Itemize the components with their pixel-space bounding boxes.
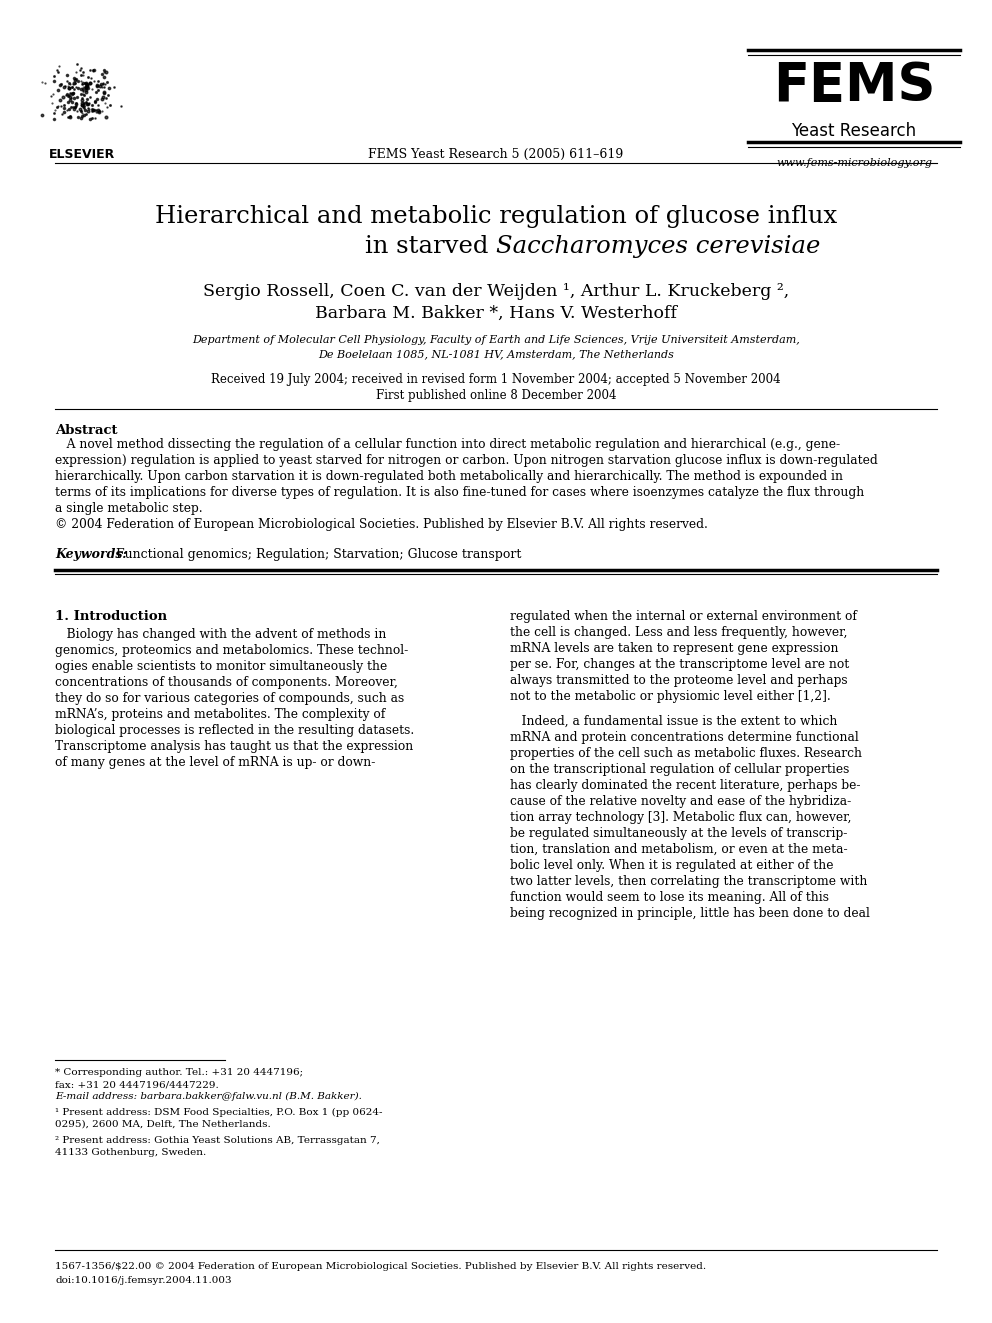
- Text: 1567-1356/$22.00 © 2004 Federation of European Microbiological Societies. Publis: 1567-1356/$22.00 © 2004 Federation of Eu…: [55, 1262, 706, 1271]
- Text: fax: +31 20 4447196/4447229.: fax: +31 20 4447196/4447229.: [55, 1080, 219, 1089]
- Text: FEMS: FEMS: [773, 60, 935, 112]
- Text: Functional genomics; Regulation; Starvation; Glucose transport: Functional genomics; Regulation; Starvat…: [112, 548, 522, 561]
- Text: ELSEVIER: ELSEVIER: [49, 148, 115, 161]
- Text: Biology has changed with the advent of methods in
genomics, proteomics and metab: Biology has changed with the advent of m…: [55, 628, 415, 769]
- Text: Yeast Research: Yeast Research: [792, 122, 917, 140]
- Text: in starved: in starved: [365, 235, 496, 258]
- Text: Barbara M. Bakker *, Hans V. Westerhoff: Barbara M. Bakker *, Hans V. Westerhoff: [315, 306, 677, 321]
- Text: E-mail address: barbara.bakker@falw.vu.nl (B.M. Bakker).: E-mail address: barbara.bakker@falw.vu.n…: [55, 1091, 362, 1101]
- Text: 1. Introduction: 1. Introduction: [55, 610, 167, 623]
- Text: Keywords:: Keywords:: [55, 548, 127, 561]
- Text: FEMS Yeast Research 5 (2005) 611–619: FEMS Yeast Research 5 (2005) 611–619: [368, 148, 624, 161]
- Text: Hierarchical and metabolic regulation of glucose influx: Hierarchical and metabolic regulation of…: [155, 205, 837, 228]
- Text: www.fems-microbiology.org: www.fems-microbiology.org: [776, 157, 932, 168]
- Text: First published online 8 December 2004: First published online 8 December 2004: [376, 389, 616, 402]
- Text: Received 19 July 2004; received in revised form 1 November 2004; accepted 5 Nove: Received 19 July 2004; received in revis…: [211, 373, 781, 386]
- Text: Sergio Rossell, Coen C. van der Weijden ¹, Arthur L. Kruckeberg ²,: Sergio Rossell, Coen C. van der Weijden …: [203, 283, 789, 300]
- Text: 41133 Gothenburg, Sweden.: 41133 Gothenburg, Sweden.: [55, 1148, 206, 1158]
- Text: A novel method dissecting the regulation of a cellular function into direct meta: A novel method dissecting the regulation…: [55, 438, 878, 531]
- Text: De Boelelaan 1085, NL-1081 HV, Amsterdam, The Netherlands: De Boelelaan 1085, NL-1081 HV, Amsterdam…: [318, 349, 674, 359]
- Text: doi:10.1016/j.femsyr.2004.11.003: doi:10.1016/j.femsyr.2004.11.003: [55, 1275, 231, 1285]
- Text: 0295), 2600 MA, Delft, The Netherlands.: 0295), 2600 MA, Delft, The Netherlands.: [55, 1121, 271, 1129]
- Text: Indeed, a fundamental issue is the extent to which
mRNA and protein concentratio: Indeed, a fundamental issue is the exten…: [510, 714, 870, 919]
- Text: ² Present address: Gothia Yeast Solutions AB, Terrassgatan 7,: ² Present address: Gothia Yeast Solution…: [55, 1136, 380, 1144]
- Text: regulated when the internal or external environment of
the cell is changed. Less: regulated when the internal or external …: [510, 610, 857, 703]
- Text: * Corresponding author. Tel.: +31 20 4447196;: * Corresponding author. Tel.: +31 20 444…: [55, 1068, 304, 1077]
- Bar: [47, 60, 117, 146]
- Text: Abstract: Abstract: [55, 423, 117, 437]
- Text: Saccharomyces cerevisiae: Saccharomyces cerevisiae: [496, 235, 820, 258]
- Text: Department of Molecular Cell Physiology, Faculty of Earth and Life Sciences, Vri: Department of Molecular Cell Physiology,…: [192, 335, 800, 345]
- Text: ¹ Present address: DSM Food Specialties, P.O. Box 1 (pp 0624-: ¹ Present address: DSM Food Specialties,…: [55, 1107, 383, 1117]
